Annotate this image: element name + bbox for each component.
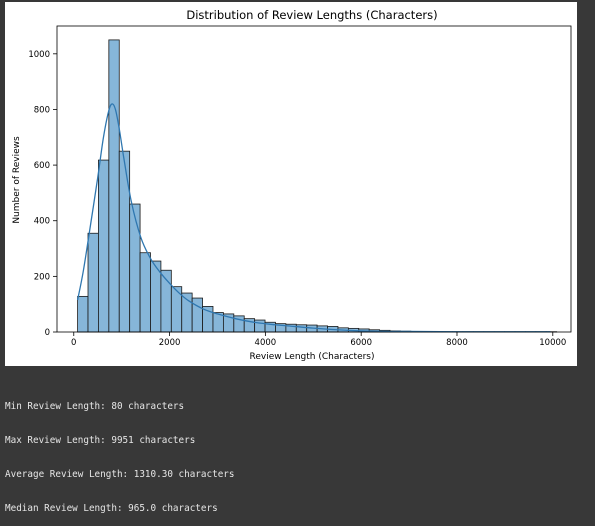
x-tick-label: 8000 xyxy=(446,338,468,348)
histogram-bars xyxy=(78,40,557,332)
histogram-bar xyxy=(140,253,150,332)
histogram-bar xyxy=(296,325,306,332)
histogram-bar xyxy=(88,233,98,332)
y-tick-label: 1000 xyxy=(28,50,50,60)
y-tick-label: 200 xyxy=(34,272,50,282)
histogram-bar xyxy=(98,160,108,332)
y-tick-label: 600 xyxy=(34,161,50,171)
histogram-bar xyxy=(130,204,140,332)
x-tick-label: 0 xyxy=(71,338,76,348)
console-line-median: Median Review Length: 965.0 characters xyxy=(5,503,235,514)
review-length-chart: Distribution of Review Lengths (Characte… xyxy=(5,2,577,366)
histogram-bar xyxy=(109,40,119,332)
console-line-max: Max Review Length: 9951 characters xyxy=(5,435,235,446)
x-tick-label: 2000 xyxy=(159,338,181,348)
x-tick-label: 10000 xyxy=(539,338,566,348)
y-tick-label: 400 xyxy=(34,217,50,227)
console-line-min: Min Review Length: 80 characters xyxy=(5,401,235,412)
histogram-bar xyxy=(255,320,265,332)
x-axis-label: Review Length (Characters) xyxy=(249,352,374,362)
y-tick-label: 0 xyxy=(45,328,50,338)
histogram-figure: Distribution of Review Lengths (Characte… xyxy=(5,2,577,366)
x-tick-label: 4000 xyxy=(255,338,277,348)
console-output: Min Review Length: 80 characters Max Rev… xyxy=(5,378,235,526)
y-tick-label: 800 xyxy=(34,105,50,115)
console-line-average: Average Review Length: 1310.30 character… xyxy=(5,469,235,480)
histogram-bar xyxy=(119,151,129,332)
y-axis-label: Number of Reviews xyxy=(12,136,22,224)
histogram-bar xyxy=(78,296,88,332)
x-tick-label: 6000 xyxy=(350,338,372,348)
chart-title: Distribution of Review Lengths (Characte… xyxy=(186,8,437,22)
histogram-bar xyxy=(192,298,202,332)
